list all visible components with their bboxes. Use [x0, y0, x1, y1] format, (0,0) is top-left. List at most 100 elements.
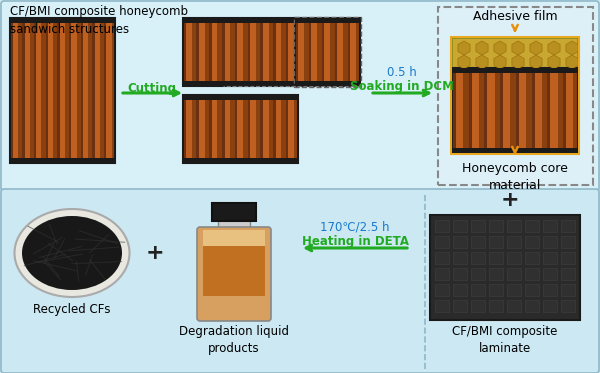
Bar: [489, 220, 503, 232]
Bar: [452, 68, 578, 73]
Bar: [94, 20, 100, 161]
Bar: [310, 20, 317, 84]
Text: CF/BMI composite honeycomb
sandwich structures: CF/BMI composite honeycomb sandwich stru…: [10, 5, 188, 36]
Bar: [453, 300, 467, 312]
Bar: [565, 70, 573, 151]
Bar: [211, 97, 217, 161]
Text: Heating in DETA: Heating in DETA: [302, 235, 409, 248]
Bar: [525, 252, 539, 264]
Bar: [451, 37, 579, 154]
Bar: [249, 97, 256, 161]
Bar: [236, 97, 243, 161]
Bar: [69, 20, 71, 161]
Bar: [80, 20, 83, 161]
Bar: [223, 97, 230, 161]
Bar: [46, 20, 48, 161]
Bar: [489, 268, 503, 280]
Bar: [549, 70, 557, 151]
Bar: [561, 220, 575, 232]
Bar: [183, 158, 298, 163]
Bar: [543, 268, 557, 280]
Bar: [543, 284, 557, 296]
Bar: [435, 300, 449, 312]
Bar: [297, 20, 304, 84]
Bar: [453, 70, 456, 151]
Bar: [197, 97, 205, 161]
Bar: [287, 20, 294, 84]
Bar: [507, 252, 521, 264]
Bar: [196, 97, 199, 161]
Bar: [435, 268, 449, 280]
Bar: [543, 252, 557, 264]
Bar: [249, 20, 256, 84]
Bar: [273, 97, 275, 161]
Bar: [533, 70, 542, 151]
Bar: [34, 20, 36, 161]
Bar: [203, 230, 265, 246]
Bar: [295, 18, 360, 86]
Bar: [532, 70, 535, 151]
Bar: [22, 20, 25, 161]
Bar: [196, 20, 199, 84]
Bar: [471, 284, 485, 296]
Bar: [286, 97, 289, 161]
Bar: [218, 208, 250, 230]
Bar: [273, 20, 275, 84]
Bar: [525, 300, 539, 312]
Bar: [336, 20, 343, 84]
FancyBboxPatch shape: [1, 189, 599, 373]
Bar: [11, 20, 13, 161]
Bar: [58, 20, 65, 161]
Bar: [507, 268, 521, 280]
Bar: [185, 20, 192, 84]
Bar: [470, 70, 479, 151]
Bar: [471, 268, 485, 280]
Bar: [525, 284, 539, 296]
Bar: [222, 20, 224, 84]
Bar: [183, 18, 298, 23]
Bar: [502, 70, 510, 151]
Bar: [454, 70, 463, 151]
Bar: [104, 20, 106, 161]
Bar: [435, 284, 449, 296]
Bar: [525, 236, 539, 248]
Bar: [212, 203, 256, 221]
Bar: [197, 20, 205, 84]
Bar: [507, 284, 521, 296]
Bar: [500, 70, 503, 151]
FancyBboxPatch shape: [438, 7, 593, 185]
Bar: [274, 97, 281, 161]
Bar: [274, 20, 281, 84]
Bar: [335, 20, 337, 84]
Bar: [561, 252, 575, 264]
Bar: [209, 20, 212, 84]
Bar: [452, 68, 578, 153]
Bar: [469, 70, 472, 151]
Text: +: +: [500, 190, 520, 210]
Bar: [489, 252, 503, 264]
Bar: [183, 95, 298, 163]
Bar: [453, 236, 467, 248]
Bar: [489, 236, 503, 248]
Bar: [12, 20, 18, 161]
Bar: [70, 20, 77, 161]
Bar: [435, 236, 449, 248]
Bar: [453, 220, 467, 232]
Bar: [185, 97, 192, 161]
Bar: [82, 20, 88, 161]
Bar: [235, 20, 238, 84]
Bar: [471, 236, 485, 248]
Bar: [222, 97, 224, 161]
Bar: [543, 220, 557, 232]
Bar: [260, 97, 263, 161]
Bar: [248, 97, 250, 161]
Bar: [489, 284, 503, 296]
Bar: [209, 97, 212, 161]
Bar: [453, 284, 467, 296]
Bar: [35, 20, 41, 161]
Text: Soaking in DCM: Soaking in DCM: [350, 80, 454, 93]
Bar: [183, 81, 298, 86]
Bar: [484, 70, 487, 151]
Bar: [452, 38, 578, 68]
Text: CF/BMI composite
laminate: CF/BMI composite laminate: [452, 325, 557, 355]
